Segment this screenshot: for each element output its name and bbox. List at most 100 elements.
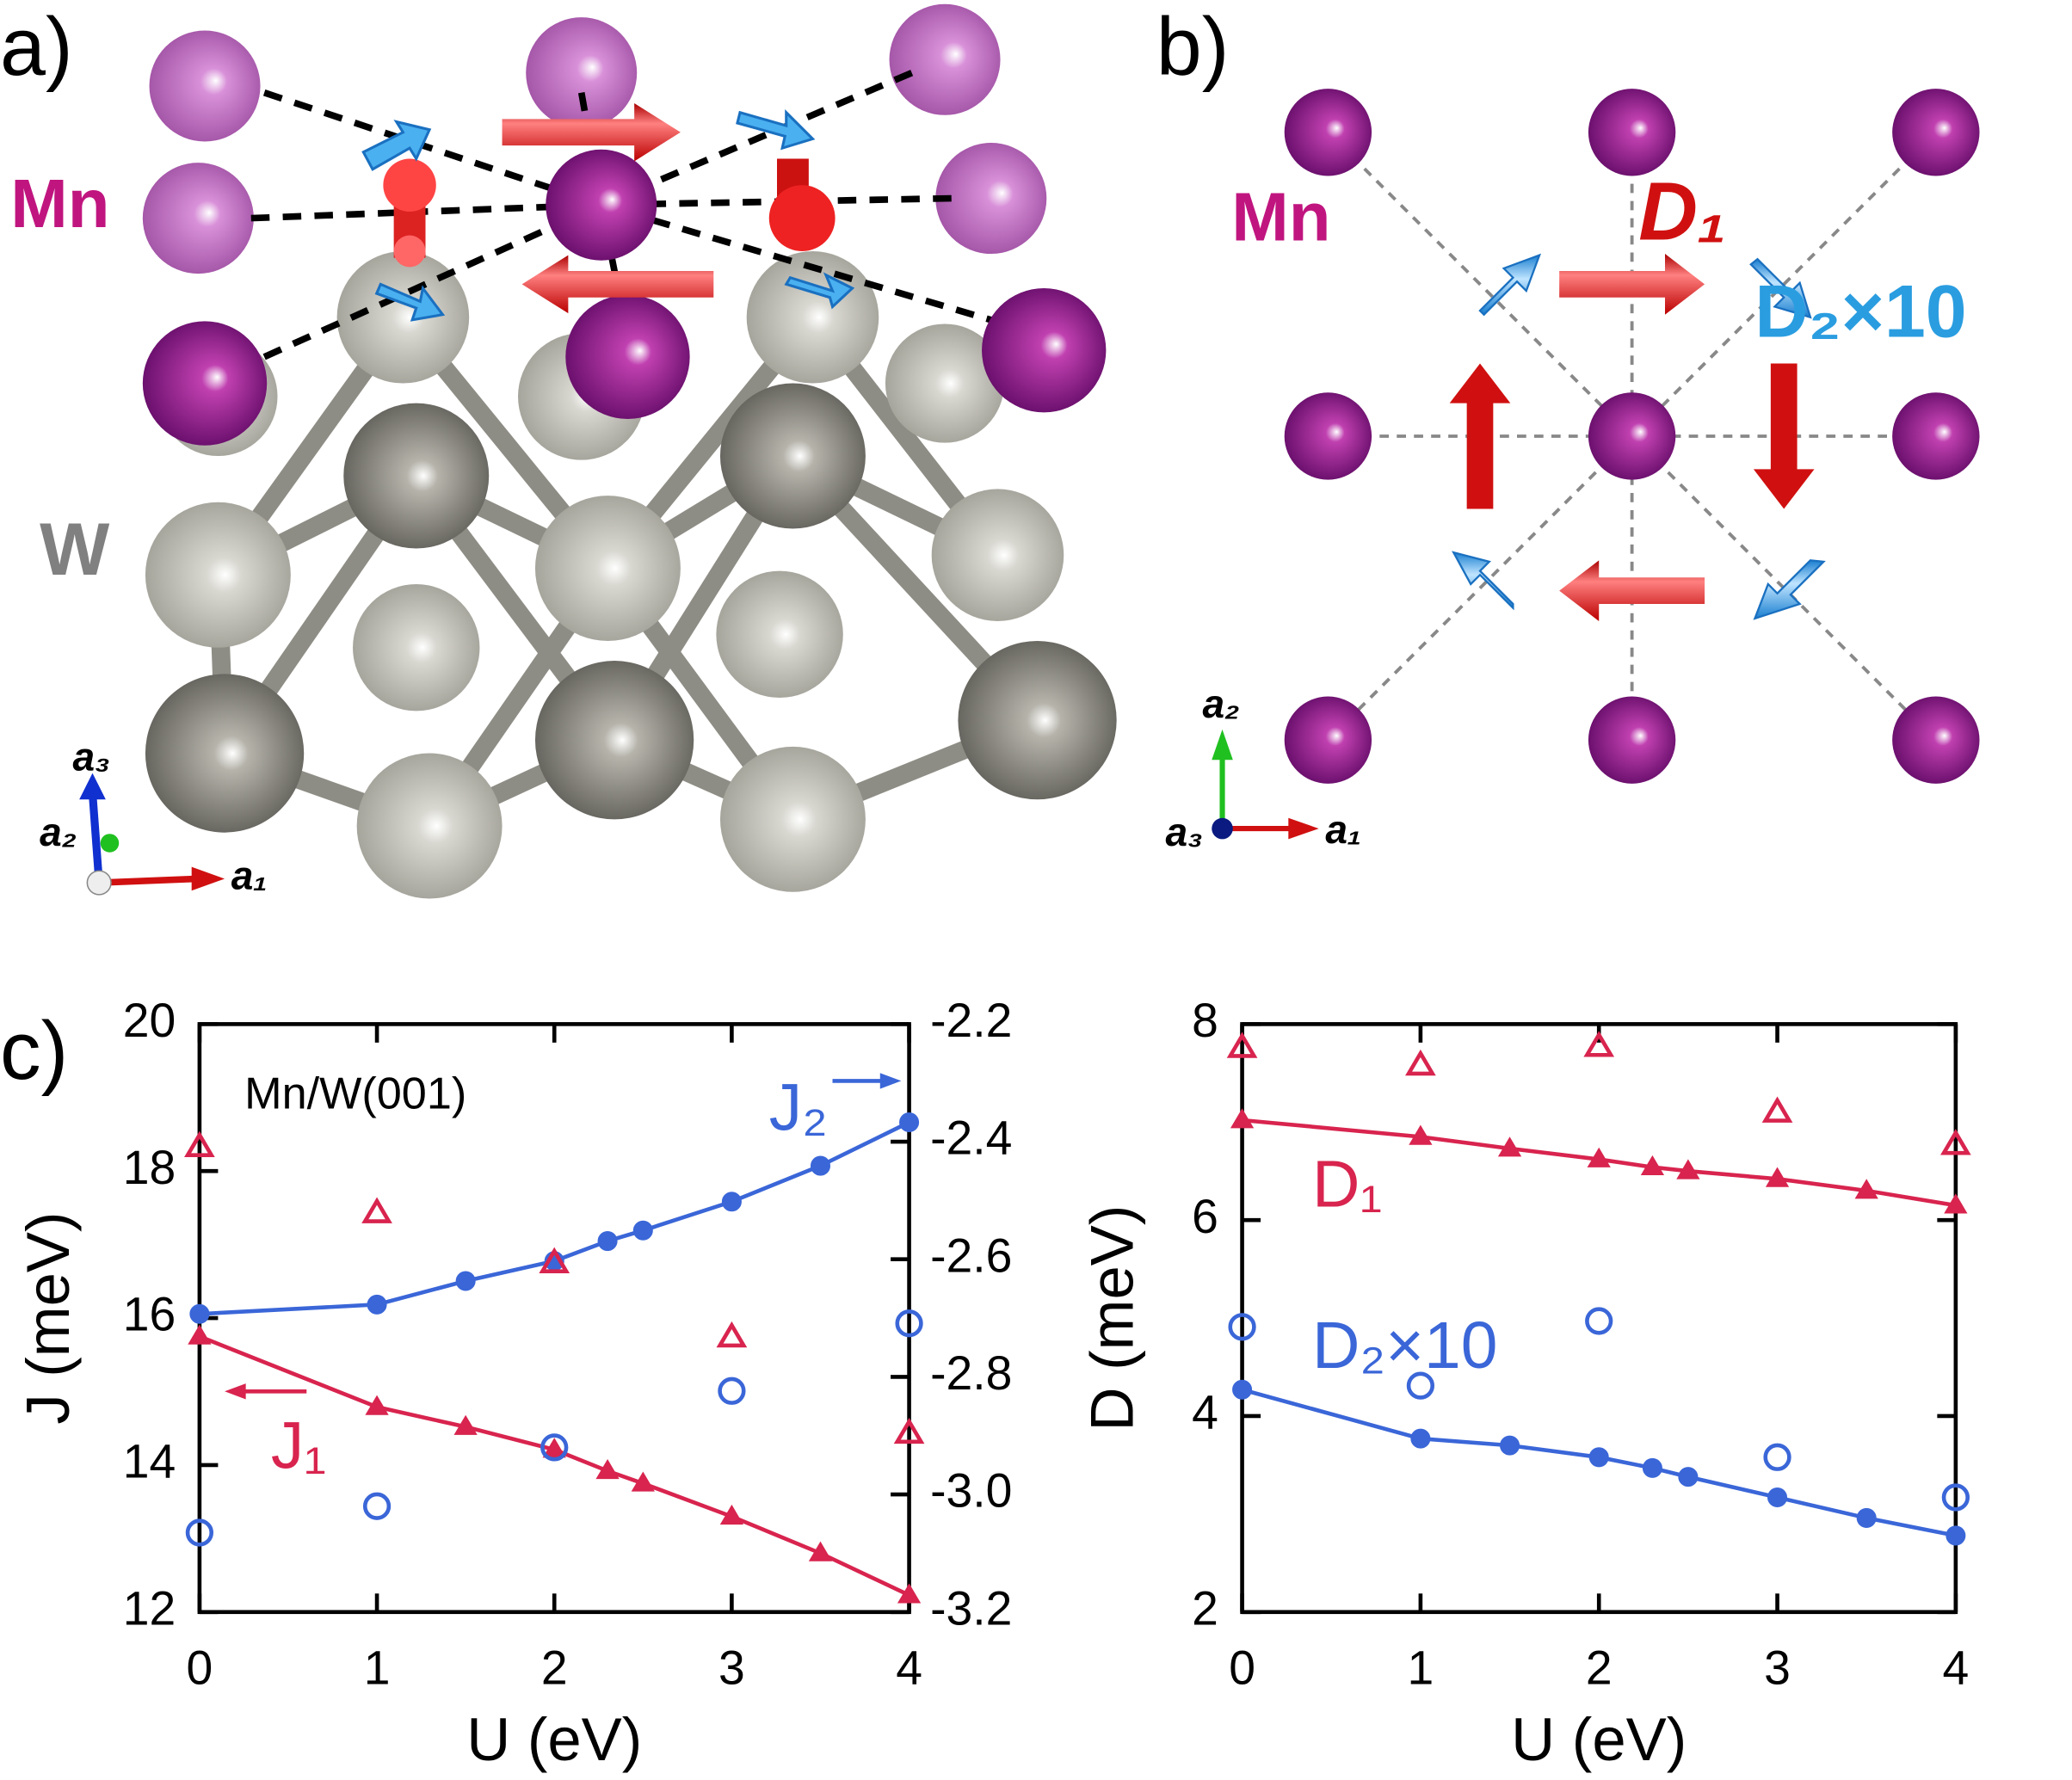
element-label: W xyxy=(40,508,110,591)
point xyxy=(184,1130,215,1158)
annotation: Mn/W(001) xyxy=(244,1069,466,1119)
point xyxy=(540,1433,569,1462)
point xyxy=(1226,1032,1258,1058)
point xyxy=(1587,1147,1611,1167)
point xyxy=(189,1303,210,1324)
point xyxy=(1228,1313,1256,1341)
spin-arrows xyxy=(361,102,855,322)
point xyxy=(455,1271,476,1291)
axis-name: a₁ xyxy=(231,853,268,898)
point xyxy=(1941,1483,1970,1512)
point xyxy=(542,1438,566,1458)
point xyxy=(1676,1159,1700,1179)
element-label: Mn xyxy=(1231,178,1330,255)
point xyxy=(1588,1447,1609,1468)
point xyxy=(1583,1031,1615,1057)
x-tick-label: 3 xyxy=(1764,1641,1791,1694)
series-label: D₂×10 xyxy=(1312,1309,1497,1383)
y2-tick-label: -2.8 xyxy=(930,1346,1012,1400)
y2-tick-label: -3.0 xyxy=(930,1464,1012,1518)
point xyxy=(453,1414,478,1435)
point xyxy=(893,1417,925,1444)
x-tick-label: 1 xyxy=(1408,1641,1434,1694)
panel-label: b) xyxy=(1156,2,1230,93)
y-tick-label: 20 xyxy=(123,994,176,1047)
y2-tick-label: -2.6 xyxy=(930,1229,1012,1282)
y-tick-label: 18 xyxy=(123,1141,176,1194)
axis-name: a₃ xyxy=(72,734,110,779)
point xyxy=(1585,1307,1613,1335)
axis-name: a₂ xyxy=(1203,681,1240,726)
point xyxy=(1232,1379,1253,1400)
point xyxy=(632,1220,653,1241)
y-tick-label: 14 xyxy=(123,1435,176,1488)
element-label: Mn xyxy=(10,165,109,242)
series-line xyxy=(199,1120,910,1316)
y-tick-label: 2 xyxy=(1192,1581,1218,1635)
axis-triad xyxy=(79,773,225,896)
point xyxy=(1405,1049,1436,1076)
series-label: J₂ xyxy=(769,1071,828,1145)
y-tick-label: 4 xyxy=(1192,1386,1218,1439)
point xyxy=(719,1504,744,1525)
y2-tick-label: -2.2 xyxy=(930,994,1012,1047)
point xyxy=(539,1247,570,1273)
point xyxy=(1409,1124,1433,1145)
x-tick-label: 2 xyxy=(541,1641,568,1694)
point xyxy=(595,1458,620,1480)
point xyxy=(597,1231,618,1252)
x-tick-label: 3 xyxy=(718,1641,745,1694)
x-tick-label: 1 xyxy=(364,1641,391,1694)
point xyxy=(1767,1487,1788,1508)
y-tick-label: 8 xyxy=(1192,994,1218,1047)
x-axis-title: U (eV) xyxy=(466,1705,642,1773)
point xyxy=(716,1321,748,1348)
point xyxy=(1763,1443,1791,1471)
point xyxy=(1856,1507,1877,1528)
y2-tick-label: -2.4 xyxy=(930,1112,1012,1165)
x-tick-label: 0 xyxy=(1229,1641,1255,1694)
d2-label: D₂×10 xyxy=(1754,270,1966,353)
point xyxy=(1940,1129,1971,1155)
x-tick-label: 0 xyxy=(187,1641,213,1694)
panel-label: c) xyxy=(0,1006,68,1097)
point xyxy=(718,1377,746,1405)
d1-label: D₁ xyxy=(1638,167,1726,258)
point xyxy=(721,1192,742,1212)
point xyxy=(1497,1136,1522,1157)
point xyxy=(895,1309,923,1338)
point xyxy=(1944,1193,1968,1214)
point xyxy=(1946,1525,1966,1546)
axis-name: a₃ xyxy=(1166,810,1204,854)
point xyxy=(1765,1167,1790,1187)
axis-name: a₂ xyxy=(40,810,77,854)
point xyxy=(361,1197,392,1223)
point xyxy=(1854,1179,1878,1199)
x-axis-title: U (eV) xyxy=(1511,1705,1687,1773)
y-tick-label: 6 xyxy=(1192,1190,1218,1243)
series-label: J₁ xyxy=(271,1409,326,1483)
x-tick-label: 4 xyxy=(1942,1641,1969,1694)
point xyxy=(365,1395,389,1415)
y-axis-title: J (meV) xyxy=(14,1211,82,1424)
point xyxy=(810,1155,831,1176)
point xyxy=(1500,1435,1520,1456)
y-axis-title: D (meV) xyxy=(1077,1205,1145,1432)
point xyxy=(1410,1428,1431,1449)
point xyxy=(897,1583,922,1604)
point xyxy=(1678,1467,1699,1487)
point xyxy=(1406,1371,1435,1400)
point xyxy=(808,1541,833,1561)
y-tick-label: 12 xyxy=(123,1581,176,1635)
point xyxy=(899,1112,920,1133)
axis-name: a₁ xyxy=(1325,807,1361,852)
y2-tick-label: -3.2 xyxy=(930,1581,1012,1635)
atoms xyxy=(142,3,1117,899)
point xyxy=(367,1294,387,1315)
x-tick-label: 2 xyxy=(1586,1641,1613,1694)
series-label: D₁ xyxy=(1312,1148,1382,1222)
x-tick-label: 4 xyxy=(896,1641,922,1694)
point xyxy=(631,1471,655,1492)
point xyxy=(1230,1108,1255,1129)
